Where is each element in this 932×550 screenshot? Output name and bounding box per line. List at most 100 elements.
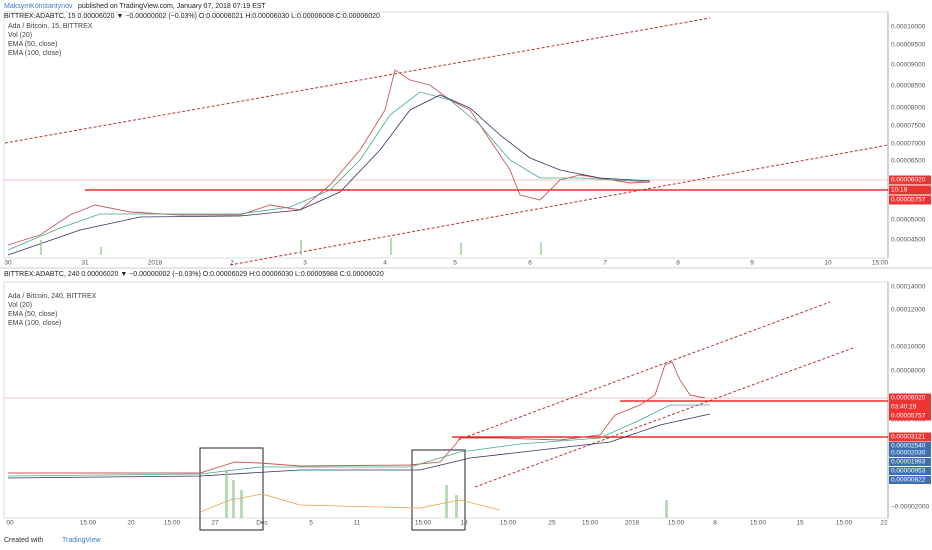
price-tag-label: 03:40:19 [891,404,917,411]
price-tag-label: 0.00005757 [891,413,926,420]
price-axis-label: 0.00009000 [891,62,926,69]
footer-created: Created with [4,537,43,544]
volume [225,470,668,518]
time-axis-label: 2018 [625,520,640,527]
price-axis-tag [889,449,931,457]
price-tag [889,402,931,412]
time-axis-label: 10 [824,260,832,267]
price-line [7,69,651,246]
price-tag [889,195,931,205]
trend-line [229,144,889,266]
time-axis-label: 11 [354,520,361,527]
time-axis-label: 15:00 [164,520,181,527]
ema-100 [7,413,711,479]
price-tag-label: 0.00005757 [891,197,926,204]
price-axis-label: 0.00012000 [891,307,926,314]
price-tag [889,393,931,403]
legend-item: EMA (50, close) [8,311,57,318]
price-axis-label: −0.00002000 [891,504,930,511]
published: published on TradingView.com, January 07… [78,3,267,10]
time-axis-label: 00 [6,520,14,527]
time-axis-label: 27 [211,520,219,527]
price-axis-label: 0.00010000 [891,344,926,351]
price-tag-label: 0.00003121 [891,434,926,441]
volume-ma [199,493,501,513]
time-axis-label: 15:00 [80,520,97,527]
bottom-quote: BITTREX:ADABTC, 240 0.00006020 ▼ −0.0000… [4,271,384,278]
time-axis-label: 5 [453,260,457,267]
time-axis-label: 4 [383,260,387,267]
highlight-box [411,449,466,531]
price-axis-label: 0.00007500 [891,123,926,130]
volume [40,238,542,255]
price-axis-label: 0.00014000 [891,284,926,291]
time-axis-label: 15:00 [582,520,599,527]
top-quote: BITTREX:ADABTC, 15 0.00006020 ▼ −0.00000… [4,13,380,20]
time-axis-label: 22 [880,520,888,527]
time-axis-label: 15:00 [415,520,432,527]
price-axis-label: 0.00000953 [891,468,926,475]
time-axis-label: 3 [303,260,307,267]
price-axis-tag [889,467,931,475]
legend-item: EMA (100, close) [8,320,61,327]
legend-item: EMA (100, close) [8,50,61,57]
legend-item: Vol (20) [8,302,32,309]
price-axis-tag [889,442,931,450]
price-tag [889,185,931,195]
time-axis-label: 20 [127,520,135,527]
trend-line [457,301,831,441]
price-axis-label: 0.00002540 [891,443,926,450]
ema-100 [7,94,651,256]
legend-item: Vol (20) [8,32,32,39]
price-axis-label: 0.00007000 [891,141,926,148]
time-axis-label: 15:00 [836,520,853,527]
time-axis-label: 6 [528,260,532,267]
time-axis-label: 2018 [148,260,163,267]
time-axis-label: 8 [713,520,717,527]
footer-brand[interactable]: TradingView [62,537,101,544]
price-axis-label: 0.00008500 [891,83,926,90]
time-axis-label: 15:00 [668,520,685,527]
legend-item: Ada / Bitcoin, 240, BITTREX [8,293,97,300]
time-axis-label: 9 [750,260,754,267]
time-axis-label: 7 [603,260,607,267]
time-axis-label: 8 [676,260,680,267]
price-axis-label: 0.00001993 [891,459,926,466]
trend-line [474,347,854,488]
price-tag [889,432,931,442]
price-tag-label: 10:19 [891,187,908,194]
ema-50 [7,404,710,477]
price-tag [889,411,931,421]
trend-line [4,17,711,144]
price-axis-label: 0.00006500 [891,158,926,165]
time-axis-label: 15:00 [750,520,767,527]
time-axis-label: 30 [4,260,12,267]
price-line [8,361,706,474]
highlight-box [199,447,264,531]
time-axis-label: 15:00 [872,260,889,267]
price-axis-label: 0.00002030 [891,450,926,457]
price-axis-label: 0.00000822 [891,477,926,484]
price-axis-label: 0.00005000 [891,217,926,224]
time-axis-label: Dec [256,520,268,527]
time-axis-label: 31 [81,260,89,267]
price-axis-label: 0.00009500 [891,42,926,49]
price-axis-tag [889,458,931,466]
author[interactable]: MaksymKonstantynov [4,3,73,10]
legend-item: EMA (50, close) [8,41,57,48]
time-axis-label: 5 [309,520,313,527]
price-axis-label: 0.00008000 [891,105,926,112]
time-axis-label: 25 [548,520,556,527]
time-axis-label: 15:00 [500,520,517,527]
time-axis-label: 2 [230,260,234,267]
price-axis-tag [889,476,931,484]
price-axis-label: 0.00008000 [891,368,926,375]
price-tag-label: 0.00006020 [891,177,926,184]
legend-item: Ada / Bitcoin, 15, BITTREX [8,23,93,30]
ema-50 [7,91,651,251]
price-axis-label: 0.00010000 [891,24,926,31]
time-axis-label: 18 [460,520,468,527]
price-tag-label: 0.00006020 [891,395,926,402]
